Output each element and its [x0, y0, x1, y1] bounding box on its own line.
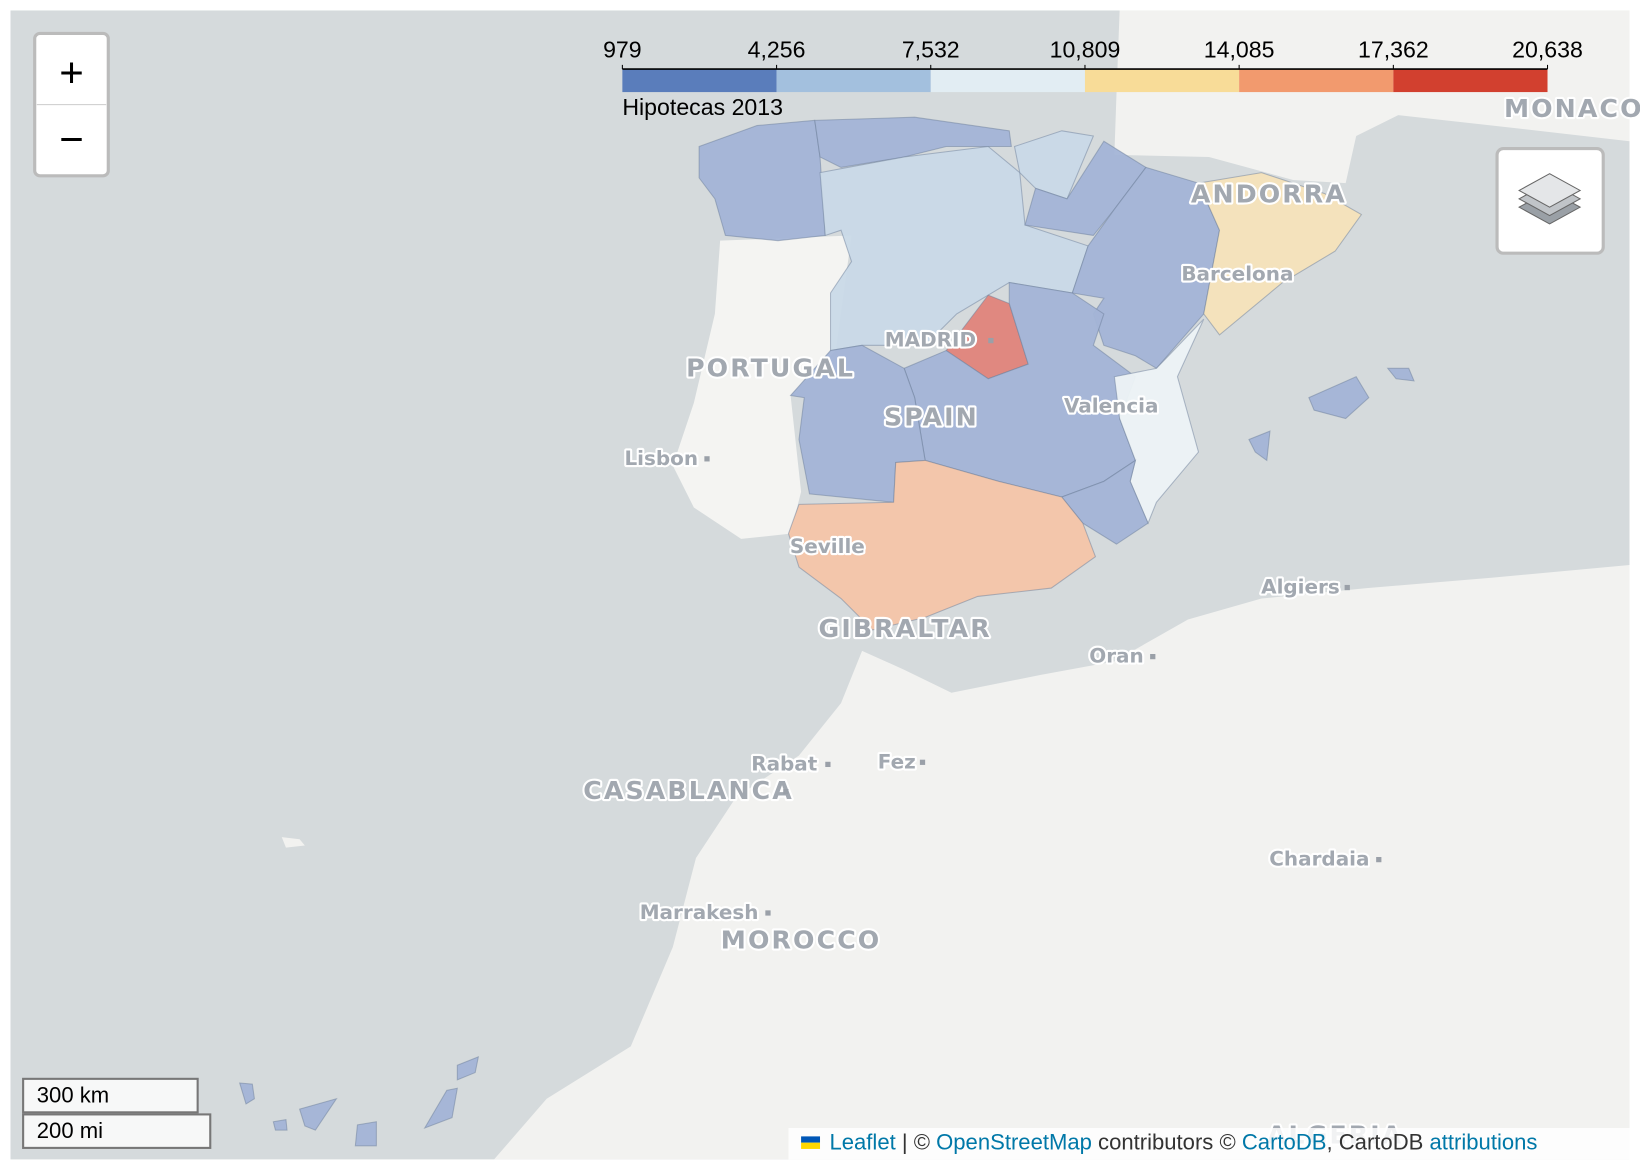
text: , CartoDB — [1326, 1130, 1429, 1155]
region[interactable] — [819, 145, 1089, 352]
region[interactable] — [298, 1097, 338, 1131]
text: | © — [896, 1130, 936, 1155]
link[interactable]: CartoDB — [1242, 1130, 1327, 1155]
map-label: ANDORRA — [1191, 180, 1347, 209]
legend-bin — [1239, 69, 1394, 93]
attribution-bg — [788, 1128, 1630, 1160]
legend-tick-label: 7,532 — [902, 36, 960, 62]
map-label: Fez — [878, 750, 916, 773]
legend-bin — [776, 69, 931, 93]
land-africa — [494, 565, 1630, 1160]
layers-icon — [1518, 173, 1582, 208]
city-dot — [919, 759, 926, 765]
map-label: MONACO — [1504, 94, 1640, 123]
region[interactable] — [456, 1056, 480, 1081]
map-label: GIBRALTAR — [819, 614, 992, 643]
city-dot — [783, 788, 789, 795]
map-label: CASABLANCA — [583, 776, 794, 805]
scale-bar: 300 km 200 mi — [22, 1077, 212, 1149]
link[interactable]: attributions — [1430, 1130, 1538, 1155]
map-label: Valencia — [1064, 395, 1159, 418]
layers-control[interactable] — [1495, 147, 1605, 255]
region[interactable] — [787, 459, 1097, 631]
map-label: Lisbon — [624, 447, 698, 470]
land-portugal — [672, 235, 852, 539]
legend-title: Hipotecas 2013 — [622, 94, 783, 120]
legend-bin — [930, 69, 1085, 93]
scale-imperial-box — [22, 1113, 212, 1149]
link[interactable]: OpenStreetMap — [936, 1130, 1092, 1155]
map-label: MOROCCO — [721, 926, 882, 955]
region[interactable] — [698, 119, 826, 242]
legend-tick-label: 14,085 — [1204, 36, 1275, 62]
city-dot — [704, 456, 710, 462]
link[interactable]: Leaflet — [829, 1130, 895, 1155]
region[interactable] — [1197, 172, 1363, 336]
legend-tick-label: 979 — [603, 36, 642, 62]
legend-bin — [1084, 69, 1240, 93]
scale-imperial: 200 mi — [37, 1118, 103, 1143]
region[interactable] — [272, 1119, 288, 1131]
map-label: Oran — [1089, 645, 1143, 668]
map-label: Barcelona — [1181, 263, 1293, 286]
map-label: Seville — [790, 535, 865, 558]
map-label: SPAIN — [884, 403, 979, 432]
city-dot — [988, 337, 994, 344]
region[interactable] — [354, 1121, 377, 1147]
map-label: Rabat — [751, 752, 818, 775]
map-label: Marrakesh — [640, 901, 759, 924]
map-label: Algiers — [1261, 576, 1340, 599]
flag — [801, 1142, 821, 1149]
region[interactable] — [814, 116, 1012, 168]
zoom-out[interactable]: − — [59, 115, 84, 162]
region[interactable] — [1308, 376, 1370, 420]
city-dot — [1150, 653, 1156, 660]
island — [281, 837, 305, 848]
attribution: Leaflet | © OpenStreetMap contributors ©… — [788, 1128, 1630, 1160]
legend-tick-label: 10,809 — [1050, 36, 1121, 62]
map-label: PORTUGAL — [686, 353, 855, 382]
map-labels: PORTUGAL MADRID SPAIN Lisbon Valencia Ba… — [581, 92, 1640, 1152]
legend-tick-label: 4,256 — [748, 36, 806, 62]
legend-tick-label: 20,638 — [1512, 36, 1583, 62]
region[interactable] — [1248, 430, 1271, 462]
legend-tick-label: 17,362 — [1358, 36, 1429, 62]
region[interactable] — [238, 1082, 255, 1105]
legend: Hipotecas 2013 979 4,256 7,532 10,809 14,085… — [603, 36, 1583, 119]
region[interactable] — [423, 1087, 458, 1130]
flag — [801, 1136, 821, 1143]
legend-bin — [622, 69, 777, 93]
city-dot — [1376, 857, 1382, 863]
city-dot — [765, 910, 771, 916]
map-label: MADRID — [885, 329, 976, 352]
region[interactable] — [1113, 318, 1205, 525]
region[interactable] — [1386, 367, 1415, 382]
map-label: Chardaia — [1269, 848, 1369, 871]
scale-metric-box — [22, 1077, 199, 1114]
city-dot — [825, 761, 831, 768]
zoom-in[interactable]: + — [59, 48, 84, 95]
zoom-control: + − — [33, 31, 110, 178]
land-france — [1114, 10, 1630, 184]
text: contributors © — [1092, 1130, 1242, 1155]
city-dot — [1344, 584, 1350, 591]
legend-bin — [1393, 69, 1548, 93]
attribution-text: Leaflet | © OpenStreetMap contributors ©… — [829, 1130, 1537, 1155]
scale-metric: 300 km — [37, 1082, 109, 1107]
region[interactable] — [1024, 140, 1147, 237]
